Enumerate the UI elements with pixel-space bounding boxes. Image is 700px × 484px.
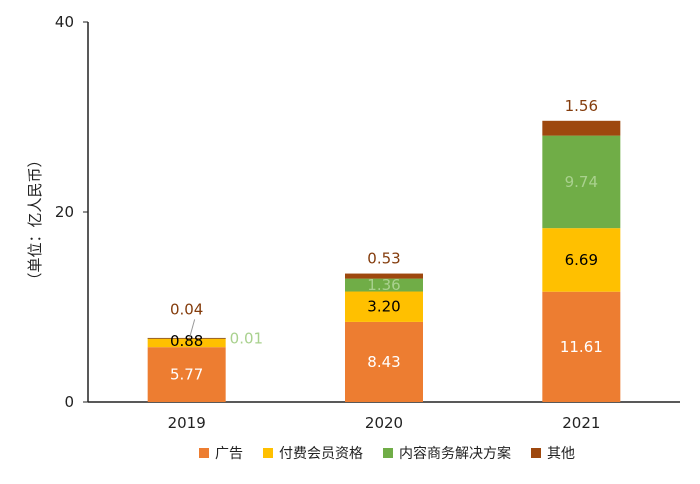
- y-tick-label: 0: [64, 393, 74, 411]
- legend-label: 内容商务解决方案: [399, 445, 511, 462]
- data-label: 3.20: [367, 298, 400, 316]
- legend-swatch: [199, 448, 209, 458]
- bar-segment: [542, 228, 621, 292]
- bar-segment: [345, 278, 423, 292]
- data-label: 0.53: [367, 250, 400, 268]
- data-label: 11.61: [560, 338, 603, 356]
- label-leader-line: [189, 319, 196, 338]
- data-label: 1.56: [565, 97, 598, 115]
- legend-swatch: [263, 448, 273, 458]
- bar-segment: [345, 273, 423, 279]
- y-axis-label: （单位：亿人民币）: [26, 152, 44, 287]
- bar-segment: [542, 135, 621, 229]
- data-label: 6.69: [565, 251, 598, 269]
- legend-label: 其他: [547, 446, 575, 462]
- bar-segment: [345, 291, 423, 322]
- data-label: 0.88: [170, 332, 203, 350]
- x-tick-label: 2020: [365, 414, 403, 432]
- bar-segment: [542, 291, 621, 402]
- x-tick-label: 2021: [562, 414, 600, 432]
- y-tick-label: 40: [55, 13, 74, 31]
- data-label: 0.01: [230, 329, 263, 347]
- bar-segment: [147, 347, 226, 402]
- legend-swatch: [383, 448, 393, 458]
- bar-segment: [147, 337, 226, 339]
- data-label: 0.04: [170, 300, 203, 318]
- legend-label: 广告: [215, 446, 243, 462]
- y-tick-label: 20: [55, 203, 74, 221]
- data-label: 9.74: [565, 173, 598, 191]
- legend-swatch: [531, 448, 541, 458]
- x-tick-label: 2019: [168, 414, 206, 432]
- data-label: 8.43: [367, 353, 400, 371]
- data-label: 5.77: [170, 366, 203, 384]
- data-label: 1.36: [367, 276, 400, 294]
- legend-label: 付费会员资格: [279, 446, 363, 462]
- bar-segment: [147, 338, 226, 348]
- bar-segment: [345, 321, 423, 402]
- bar-segment: [542, 120, 621, 136]
